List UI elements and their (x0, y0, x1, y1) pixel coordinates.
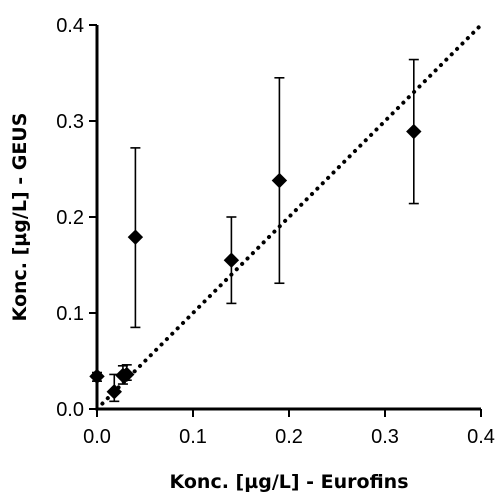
x-tick-label: 0.1 (179, 426, 207, 448)
data-point (119, 366, 135, 383)
y-tick-label: 0.0 (56, 399, 84, 421)
x-ticks-layer: 0.0 0.1 0.2 0.3 0.4 (83, 409, 495, 448)
data-point (406, 123, 422, 140)
data-point (127, 229, 144, 245)
x-tick-label: 0.3 (371, 426, 399, 448)
axes-layer (95, 25, 481, 411)
error-bars-layer (92, 58, 419, 403)
data-points-layer (89, 123, 422, 400)
data-point (223, 252, 240, 268)
y-tick-label: 0.4 (56, 15, 84, 37)
identity-line (95, 23, 483, 411)
x-tick-label: 0.2 (275, 426, 303, 448)
data-point (271, 172, 288, 189)
x-axis-title: Konc. [µg/L] - Eurofins (169, 471, 408, 493)
y-axis-title: Konc. [µg/L] - GEUS (9, 113, 31, 322)
y-tick-label: 0.2 (56, 207, 84, 229)
x-tick-label: 0.4 (467, 426, 495, 448)
data-point (106, 384, 122, 400)
x-tick-label: 0.0 (83, 426, 111, 448)
identity-line-layer (95, 23, 483, 411)
y-tick-label: 0.1 (56, 303, 84, 325)
y-ticks-layer: 0.0 0.1 0.2 0.3 0.4 (56, 15, 97, 421)
y-tick-label: 0.3 (56, 111, 84, 133)
